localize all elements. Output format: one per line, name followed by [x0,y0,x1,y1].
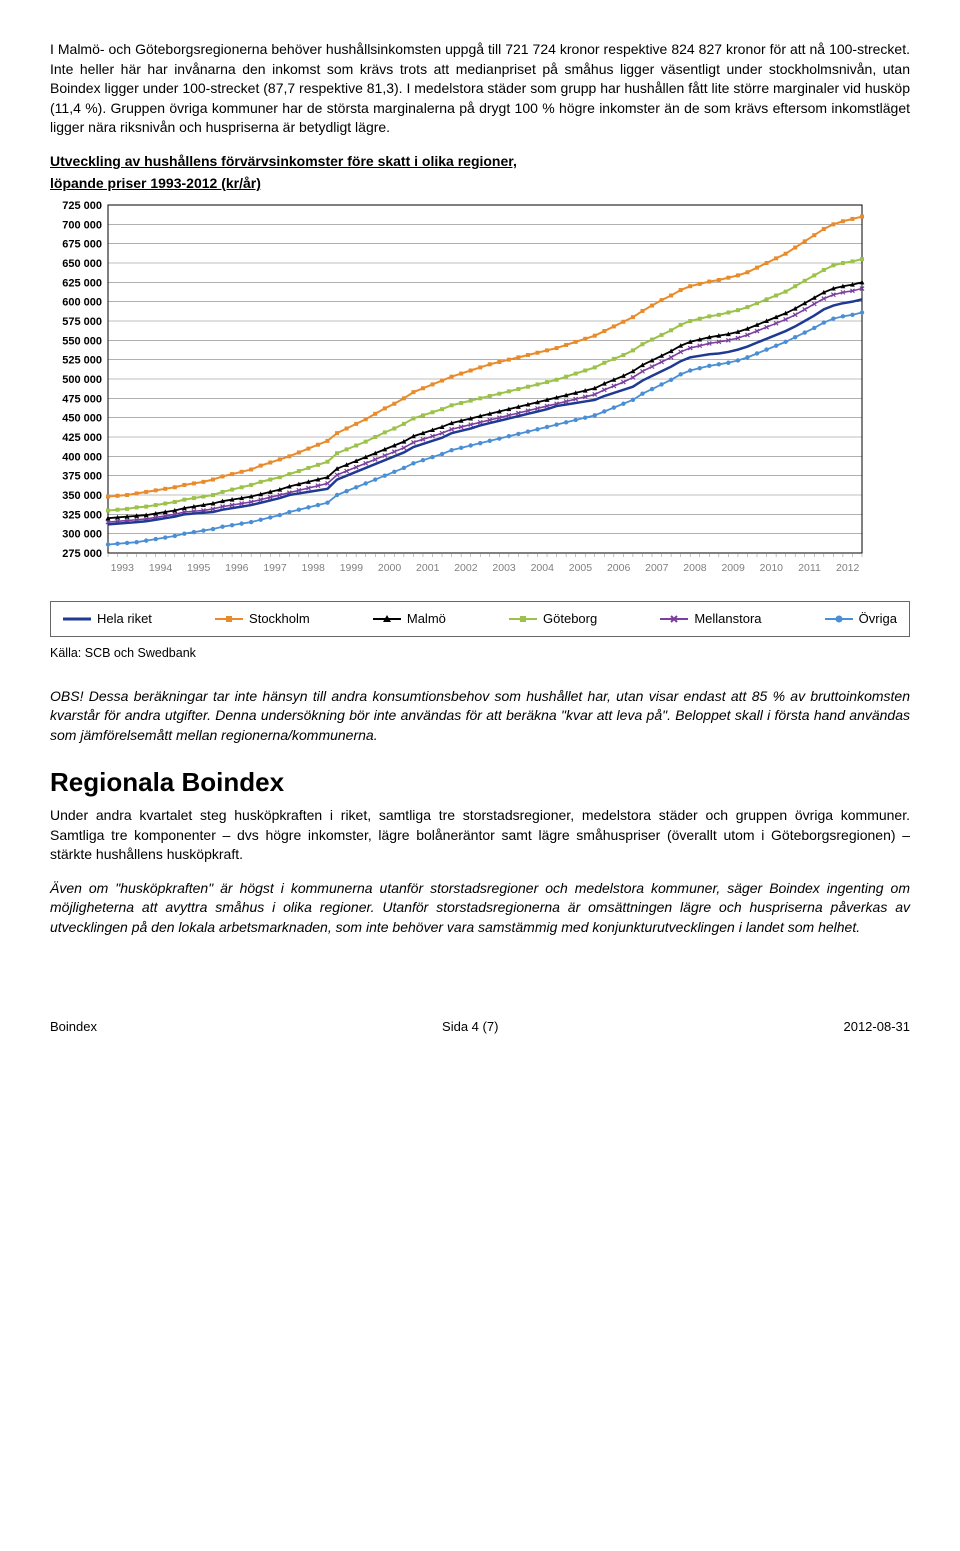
svg-text:2007: 2007 [645,562,669,574]
svg-text:725 000: 725 000 [62,200,102,212]
legend-hela-riket: Hela riket [63,610,152,628]
svg-text:375 000: 375 000 [62,471,102,483]
svg-text:325 000: 325 000 [62,509,102,521]
svg-text:2010: 2010 [760,562,784,574]
svg-text:1993: 1993 [111,562,135,574]
svg-text:425 000: 425 000 [62,432,102,444]
legend-label: Malmö [407,610,446,628]
footer-right: 2012-08-31 [843,1018,910,1036]
income-chart: 275 000 300 000 325 000 350 000 375 000 400 0… [50,199,910,589]
paragraph-obs: OBS! Dessa beräkningar tar inte hänsyn t… [50,687,910,746]
svg-text:550 000: 550 000 [62,335,102,347]
svg-text:625 000: 625 000 [62,277,102,289]
svg-text:300 000: 300 000 [62,529,102,541]
page-footer: Boindex Sida 4 (7) 2012-08-31 [50,1018,910,1036]
legend-label: Stockholm [249,610,310,628]
svg-text:1995: 1995 [187,562,211,574]
svg-text:2001: 2001 [416,562,440,574]
chart-title-l2: löpande priser 1993-2012 (kr/år) [50,174,910,194]
svg-text:1994: 1994 [149,562,173,574]
svg-text:2008: 2008 [683,562,707,574]
svg-text:475 000: 475 000 [62,393,102,405]
svg-text:600 000: 600 000 [62,297,102,309]
svg-text:1999: 1999 [340,562,364,574]
svg-text:350 000: 350 000 [62,490,102,502]
paragraph-1: I Malmö- och Göteborgsregionerna behöver… [50,40,910,138]
svg-text:2006: 2006 [607,562,631,574]
paragraph-4: Även om "husköpkraften" är högst i kommu… [50,879,910,938]
legend-mellanstora: Mellanstora [660,610,761,628]
footer-left: Boindex [50,1018,97,1036]
legend-label: Mellanstora [694,610,761,628]
paragraph-3: Under andra kvartalet steg husköpkraften… [50,806,910,865]
svg-text:2004: 2004 [531,562,555,574]
svg-text:1998: 1998 [302,562,326,574]
svg-text:2002: 2002 [454,562,478,574]
chart-source: Källa: SCB och Swedbank [50,645,910,663]
svg-text:2012: 2012 [836,562,860,574]
svg-text:650 000: 650 000 [62,258,102,270]
chart-legend: Hela riket Stockholm Malmö Göteborg Mell… [50,601,910,637]
section-heading: Regionala Boindex [50,764,910,800]
svg-text:1997: 1997 [263,562,287,574]
chart-title-l1: Utveckling av hushållens förvärvsinkomst… [50,152,910,172]
svg-text:2005: 2005 [569,562,593,574]
svg-text:400 000: 400 000 [62,451,102,463]
svg-text:525 000: 525 000 [62,355,102,367]
svg-text:1996: 1996 [225,562,249,574]
legend-goteborg: Göteborg [509,610,597,628]
legend-label: Hela riket [97,610,152,628]
svg-text:450 000: 450 000 [62,413,102,425]
svg-text:275 000: 275 000 [62,548,102,560]
legend-label: Övriga [859,610,897,628]
svg-text:2000: 2000 [378,562,402,574]
svg-text:2009: 2009 [721,562,745,574]
footer-center: Sida 4 (7) [442,1018,498,1036]
legend-ovriga: Övriga [825,610,897,628]
svg-text:500 000: 500 000 [62,374,102,386]
svg-text:675 000: 675 000 [62,239,102,251]
legend-stockholm: Stockholm [215,610,310,628]
legend-label: Göteborg [543,610,597,628]
svg-text:700 000: 700 000 [62,219,102,231]
svg-text:2011: 2011 [798,562,821,574]
svg-text:2003: 2003 [492,562,516,574]
legend-malmo: Malmö [373,610,446,628]
svg-text:575 000: 575 000 [62,316,102,328]
